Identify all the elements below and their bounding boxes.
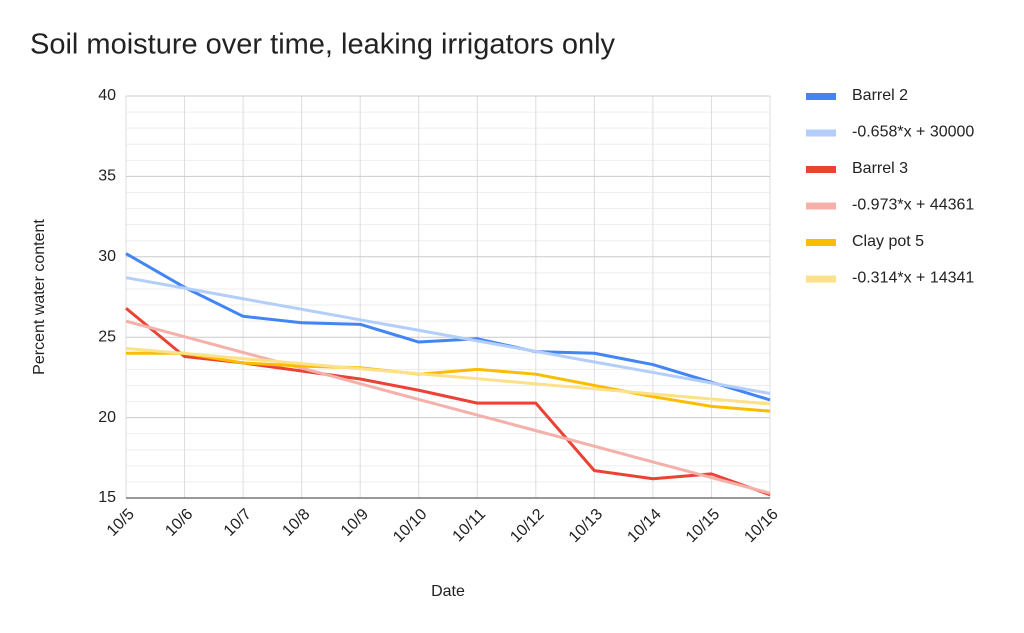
legend-swatch: [806, 93, 836, 100]
legend-swatch: [806, 239, 836, 246]
x-tick-label: 10/7: [221, 506, 255, 540]
legend-swatch: [806, 202, 836, 210]
legend-label: -0.658*x + 30000: [852, 124, 974, 141]
x-axis-title: Date: [431, 583, 465, 600]
legend-label: Barrel 2: [852, 87, 908, 104]
x-tick-label: 10/9: [338, 506, 372, 540]
x-tick-label: 10/6: [162, 506, 196, 540]
series-line: [125, 346, 771, 406]
legend-swatch: [806, 275, 836, 283]
series-line: [125, 252, 771, 402]
y-tick-label: 15: [98, 489, 116, 506]
x-tick-label: 10/14: [624, 506, 664, 546]
series-line: [126, 351, 771, 413]
legend-label: Clay pot 5: [852, 233, 924, 250]
x-tick-label: 10/16: [741, 506, 781, 546]
x-tick-label: 10/10: [390, 506, 430, 546]
y-tick-label: 35: [98, 168, 116, 185]
legend-swatch: [806, 166, 836, 173]
x-tick-label: 10/13: [566, 506, 606, 546]
x-tick-label: 10/11: [450, 506, 490, 546]
y-tick-label: 20: [98, 409, 116, 426]
legend-swatch: [806, 129, 836, 137]
legend-label: -0.973*x + 44361: [852, 197, 974, 214]
chart-title: Soil moisture over time, leaking irrigat…: [30, 29, 616, 61]
x-tick-label: 10/5: [104, 506, 138, 540]
series-line: [125, 319, 771, 495]
y-tick-label: 30: [98, 248, 116, 265]
y-tick-label: 25: [98, 328, 116, 345]
y-tick-label: 40: [98, 87, 116, 104]
y-axis-title: Percent water content: [31, 219, 48, 375]
legend-label: Barrel 3: [852, 160, 908, 177]
x-tick-label: 10/15: [683, 506, 723, 546]
legend-label: -0.314*x + 14341: [852, 270, 974, 287]
x-tick-label: 10/8: [279, 506, 313, 540]
series-line: [125, 276, 771, 395]
x-tick-label: 10/12: [507, 506, 547, 546]
